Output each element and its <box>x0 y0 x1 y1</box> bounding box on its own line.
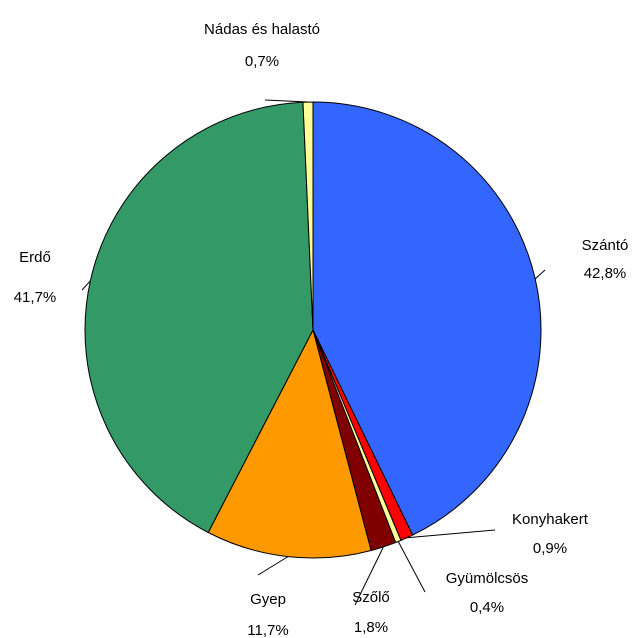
leader-line <box>406 529 496 539</box>
value-label: 1,8% <box>354 619 388 636</box>
pie-slice <box>312 101 542 536</box>
leader-line <box>81 280 91 291</box>
value-label: 0,4% <box>470 599 504 616</box>
category-label: Szőlő <box>352 589 390 606</box>
leader-line <box>397 541 426 593</box>
value-label: 0,7% <box>245 53 279 70</box>
value-label: 0,9% <box>533 540 567 557</box>
value-label: 11,7% <box>247 622 288 638</box>
leader-line <box>534 269 546 280</box>
category-label: Erdő <box>19 249 51 266</box>
leader-line <box>264 99 309 103</box>
leader-line <box>257 556 289 576</box>
pie-slice <box>207 328 372 559</box>
value-label: 42,8% <box>584 265 627 282</box>
category-label: Gyümölcsös <box>446 570 529 587</box>
leader-line <box>354 546 384 606</box>
value-label: 41,7% <box>14 289 57 306</box>
category-label: Nádas és halastó <box>204 21 320 38</box>
category-label: Konyhakert <box>512 511 589 528</box>
category-label: Szántó <box>582 237 629 254</box>
category-label: Gyep <box>250 591 286 608</box>
